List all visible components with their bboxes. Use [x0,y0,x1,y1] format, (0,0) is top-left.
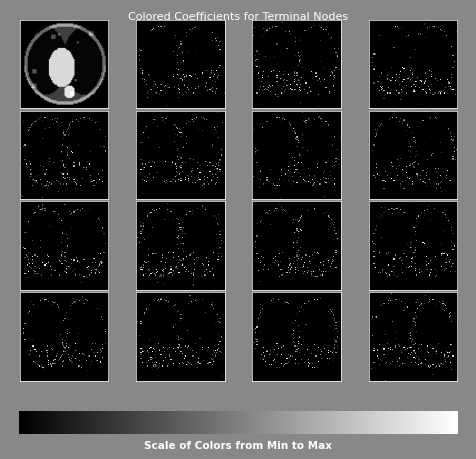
Text: Colored Coefficients for Terminal Nodes: Colored Coefficients for Terminal Nodes [128,11,348,22]
Text: Scale of Colors from Min to Max: Scale of Colors from Min to Max [144,440,332,450]
